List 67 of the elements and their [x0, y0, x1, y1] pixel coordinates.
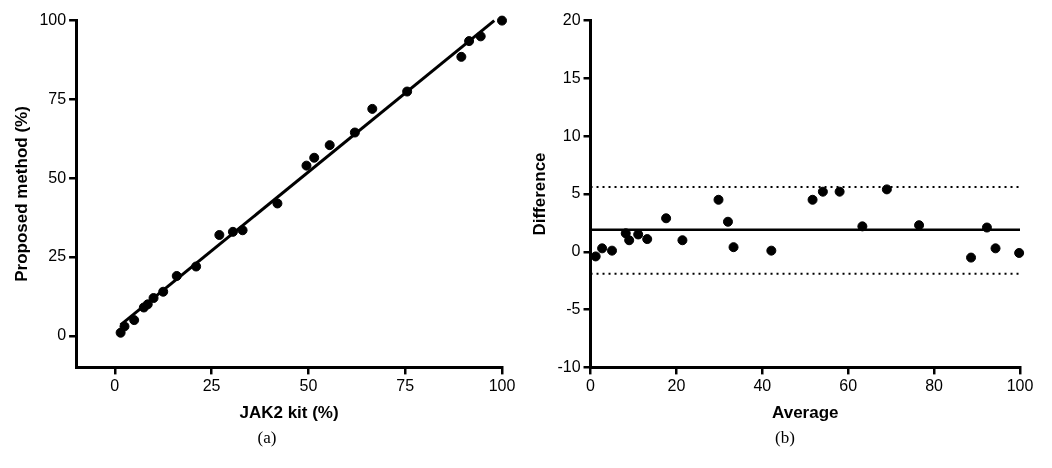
point — [661, 213, 672, 224]
point — [728, 242, 739, 253]
point — [119, 321, 130, 332]
point — [624, 235, 635, 246]
point — [881, 184, 892, 195]
point — [807, 194, 818, 205]
x-tick-label: 20 — [667, 377, 686, 395]
point — [324, 140, 335, 151]
x-axis-title: Average — [772, 403, 839, 423]
point — [464, 36, 475, 47]
y-tick-label: 10 — [562, 126, 581, 144]
x-tick-label: 80 — [925, 377, 944, 395]
y-axis-title: Proposed method (%) — [11, 106, 31, 282]
point — [677, 235, 688, 246]
point — [713, 194, 724, 205]
x-tick-label: 0 — [586, 377, 596, 395]
point — [272, 198, 283, 209]
point — [349, 127, 360, 138]
x-tick-label: 50 — [299, 377, 318, 395]
point — [834, 186, 845, 197]
point — [722, 216, 733, 227]
point — [301, 160, 312, 171]
x-tick-label: 100 — [1006, 377, 1034, 395]
y-axis-title: Difference — [529, 152, 549, 236]
point — [966, 252, 977, 263]
y-tick-label: 20 — [562, 11, 581, 29]
text: (b) — [774, 428, 796, 448]
point — [237, 225, 248, 236]
y-tick-label: 100 — [39, 11, 67, 29]
x-tick-label: 0 — [110, 377, 120, 395]
point — [497, 15, 507, 26]
x-axis-title: JAK2 kit (%) — [239, 403, 339, 423]
x-tick-label: 60 — [839, 377, 858, 395]
point — [597, 243, 608, 254]
x-tick-label: 25 — [202, 377, 221, 395]
point — [214, 229, 225, 240]
point — [367, 103, 378, 114]
y-tick-label: -10 — [557, 357, 581, 375]
x-tick-label: 40 — [753, 377, 772, 395]
text: (a) — [256, 428, 278, 448]
y-tick-label: 0 — [571, 242, 581, 260]
y-tick-label: 25 — [48, 247, 67, 265]
point — [642, 234, 653, 245]
x-tick-label: 75 — [396, 377, 415, 395]
y-tick-label: -5 — [566, 300, 581, 318]
point — [227, 226, 238, 237]
point — [456, 51, 467, 62]
point — [766, 245, 777, 256]
point — [158, 286, 169, 297]
y-tick-label: 5 — [571, 184, 581, 202]
point — [148, 293, 159, 304]
y-tick-label: 75 — [48, 89, 67, 107]
point — [817, 186, 828, 197]
y-tick-label: 15 — [562, 68, 581, 86]
y-tick-label: 50 — [48, 168, 67, 186]
point — [142, 299, 153, 310]
point — [129, 315, 140, 326]
point — [1014, 247, 1025, 258]
y-tick-label: 0 — [57, 326, 67, 344]
point — [191, 261, 202, 272]
point — [171, 270, 182, 281]
point — [990, 243, 1001, 254]
point — [402, 86, 413, 97]
point — [475, 31, 486, 42]
point — [309, 152, 320, 163]
x-tick-label: 100 — [488, 377, 516, 395]
point — [607, 245, 617, 256]
